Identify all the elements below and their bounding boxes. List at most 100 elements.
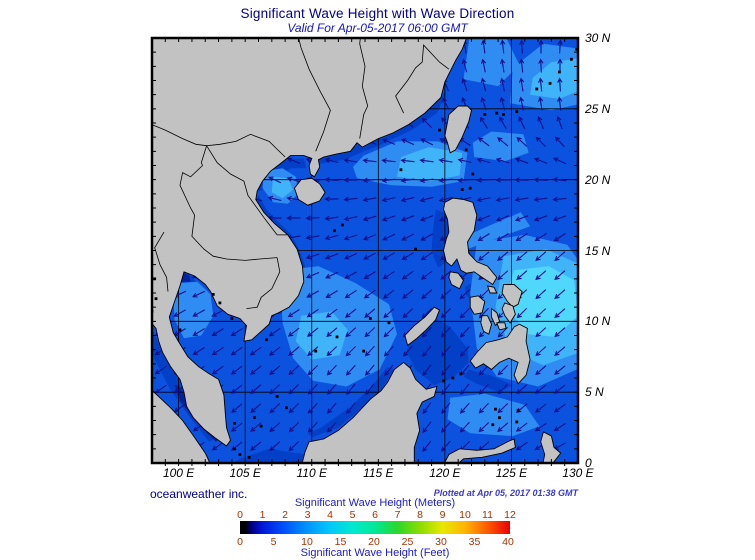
feet-tick-label: 0 [237, 536, 243, 548]
islet-speck [362, 349, 366, 353]
wave-map [150, 36, 580, 466]
islet-speck [340, 223, 344, 227]
bottom-exterior-ticks [164, 463, 566, 466]
lat-label: 10 N [585, 314, 611, 329]
islet-speck [494, 407, 497, 411]
meters-tick-label: 7 [394, 509, 401, 521]
meters-tick-label: 10 [459, 509, 471, 521]
islet-speck [259, 424, 263, 428]
lat-label: 5 N [585, 385, 604, 400]
landmass [480, 315, 492, 335]
lat-label: 30 N [585, 31, 611, 45]
landmass [486, 285, 498, 294]
meters-tick-label: 1 [259, 509, 266, 521]
country-border [359, 38, 369, 139]
landmass [444, 105, 472, 154]
landmass [443, 197, 498, 286]
islet-speck [515, 420, 519, 424]
islet-speck [569, 57, 573, 61]
islet-speck [460, 188, 464, 191]
islet-speck [495, 111, 499, 115]
meters-tick-label: 5 [349, 509, 356, 521]
landmass [448, 271, 465, 290]
lon-label: 110 E [296, 466, 327, 480]
wave-height-band [173, 281, 214, 339]
lon-label: 100 E [162, 466, 195, 480]
islet-speck [247, 455, 251, 459]
country-border [246, 257, 281, 309]
credit-text: oceanweather inc. [150, 487, 248, 501]
islet-speck [535, 87, 539, 91]
country-border [200, 133, 286, 166]
plotted-timestamp: Plotted at Apr 05, 2017 01:38 GMT [433, 488, 578, 498]
islet-speck [464, 148, 468, 152]
meters-tick-label: 11 [482, 509, 493, 521]
islet-speck [218, 301, 222, 305]
map-area [150, 36, 580, 466]
islet-speck [368, 317, 372, 320]
islet-speck [498, 416, 501, 420]
meters-tick-label: 3 [304, 509, 311, 521]
meters-tick-label: 12 [504, 509, 516, 521]
meters-tick-label: 6 [372, 509, 378, 521]
islet-speck [265, 338, 268, 342]
wave-height-band [463, 369, 513, 393]
legend-title-meters: Significant Wave Height (Meters) [294, 497, 456, 509]
landmass [404, 306, 441, 347]
meters-tick-label: 0 [237, 509, 243, 521]
islet-speck [459, 372, 463, 376]
islet-speck [468, 186, 472, 190]
wave-height-band [472, 131, 529, 162]
islet-speck [438, 128, 441, 132]
islet-speck [414, 247, 417, 251]
islet-speck [491, 423, 495, 427]
islet-speck [557, 70, 561, 74]
meters-tick-label: 2 [282, 509, 288, 521]
islet-speck [178, 328, 182, 332]
islet-speck [387, 321, 391, 325]
feet-tick-label: 15 [334, 536, 347, 548]
chart-title: Significant Wave Height with Wave Direct… [240, 6, 515, 21]
feet-tick-label: 40 [502, 536, 514, 548]
lat-label: 0 [585, 456, 592, 470]
islet-speck [275, 395, 279, 398]
feet-tick-label: 30 [435, 536, 447, 548]
colorbar [240, 521, 510, 534]
landmass [152, 38, 468, 447]
landmass [301, 361, 438, 463]
islet-speck [335, 335, 339, 339]
islet-speck [575, 47, 578, 51]
islet-speck [154, 297, 158, 301]
legend-title-feet: Significant Wave Height (Feet) [300, 547, 450, 559]
landmass [496, 322, 507, 331]
landmass [501, 302, 516, 324]
wave-height-band [463, 38, 520, 87]
lon-label: 115 E [363, 466, 394, 480]
landmass [469, 295, 486, 315]
wave-height-band [295, 311, 348, 360]
wave-height-band [447, 393, 540, 437]
lat-label: 15 N [585, 243, 611, 258]
lon-label: 120 E [429, 466, 461, 480]
feet-tick-label: 5 [270, 536, 277, 548]
islet-speck [548, 81, 552, 85]
landmass [443, 438, 516, 463]
lat-label: 20 N [585, 172, 611, 187]
meters-tick-label: 8 [417, 509, 423, 521]
lat-label: 25 N [585, 101, 611, 116]
lon-label: 125 E [495, 466, 528, 480]
islet-speck [233, 421, 236, 425]
country-border [395, 44, 450, 114]
axis-ticks [152, 38, 578, 463]
islet-speck [442, 379, 445, 383]
country-border [179, 165, 278, 261]
landmass [293, 177, 326, 206]
islet-speck [471, 172, 475, 176]
islet-speck [230, 317, 234, 320]
lon-label: 130 E [562, 466, 594, 480]
landmass [540, 431, 562, 463]
islet-speck [502, 113, 505, 116]
islet-speck [285, 406, 288, 410]
islet-speck [332, 229, 336, 233]
